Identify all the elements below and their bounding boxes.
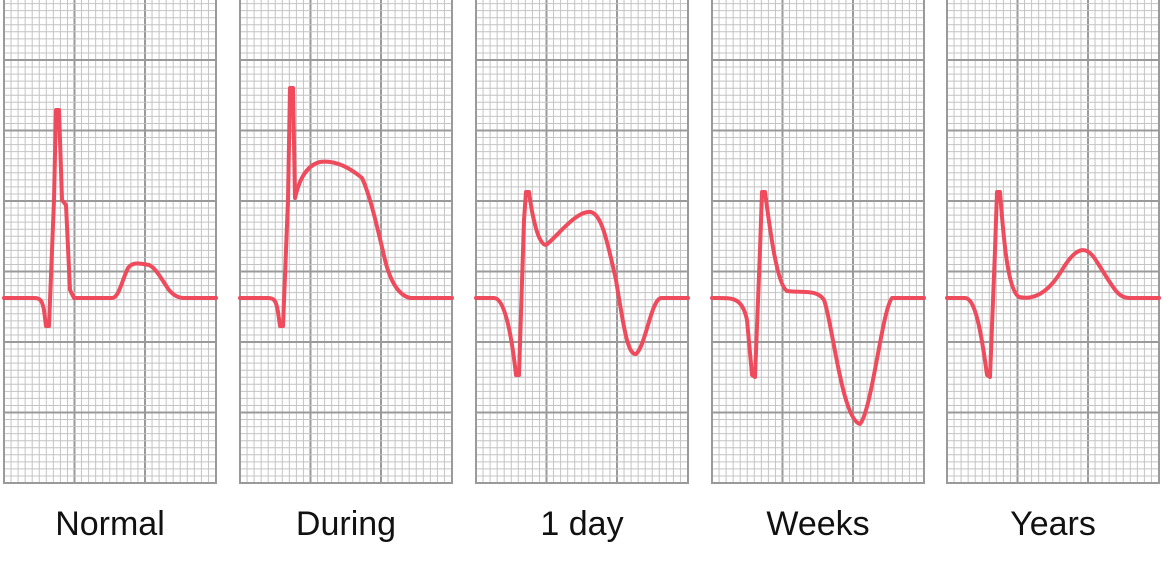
panel-border	[946, 0, 1160, 484]
panel-label: Years	[1010, 505, 1096, 543]
panel-border	[239, 0, 453, 484]
panel-border	[3, 0, 217, 484]
panel-label: 1 day	[540, 505, 623, 543]
panel-label: Normal	[55, 505, 165, 543]
grids	[3, 0, 1160, 484]
waveform-1-day	[474, 190, 690, 377]
panel-label: During	[296, 505, 396, 543]
panel-border	[475, 0, 689, 484]
waveforms	[2, 86, 1161, 426]
waveform-weeks	[710, 190, 926, 426]
panel-border	[711, 0, 925, 484]
waveform-during	[238, 86, 454, 328]
waveform-normal	[2, 108, 218, 328]
panel-label: Weeks	[766, 505, 869, 543]
waveform-years	[945, 190, 1161, 379]
